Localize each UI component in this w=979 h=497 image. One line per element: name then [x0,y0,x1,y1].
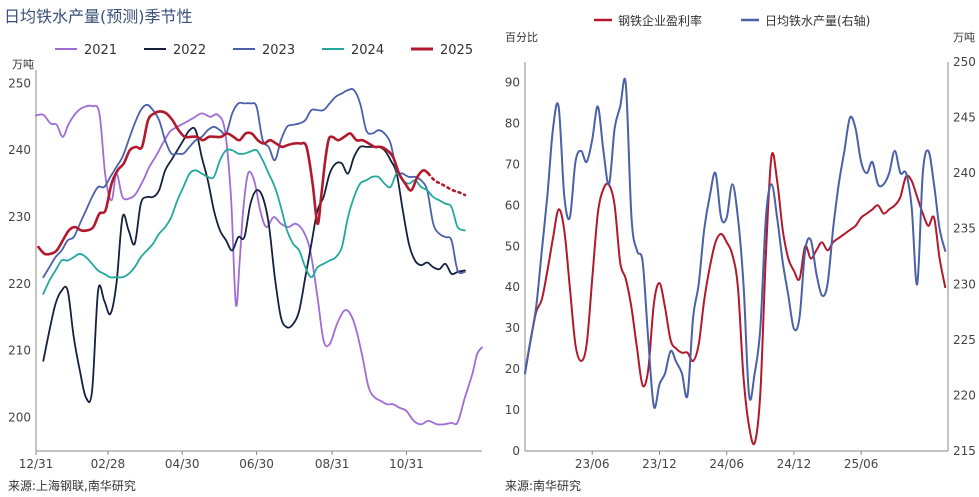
y-tick-label: 250 [8,76,31,90]
y-axis-right-unit: 万吨 [953,31,975,44]
legend-label-2025: 2025 [440,43,473,58]
y-tick-label: 210 [8,344,31,358]
y-left-tick-label: 80 [505,116,520,130]
legend-label-2024: 2024 [351,43,384,58]
series-line-hot-metal-output [524,77,947,409]
series-line-2021 [35,104,483,426]
left-source-note: 来源:上海钢联,南华研究 [8,479,136,493]
legend-label-2021: 2021 [84,43,117,58]
y-axis-unit: 万吨 [12,58,34,71]
left-chart: 万吨 200 210 220 230 240 250 12/31 02/28 04/30 06/30… [8,43,483,471]
legend-label-2022: 2022 [173,43,206,58]
series-line-2025-forecast [427,172,467,197]
x-tick-label: 06/30 [239,457,274,471]
x-tick-label: 02/28 [91,457,126,471]
y-left-tick-label: 60 [505,198,520,212]
y-right-tick-label: 220 [953,388,976,402]
x-tick-label: 23/06 [575,457,610,471]
y-left-tick-label: 90 [505,75,520,89]
y-tick-label: 240 [8,143,31,157]
series-line-profit-rate [524,152,947,446]
legend-label-profit-rate: 钢铁企业盈利率 [618,13,702,28]
y-right-tick-label: 250 [953,55,976,69]
y-right-tick-label: 225 [953,333,976,347]
y-right-tick-label: 245 [953,111,976,125]
x-tick-label: 04/30 [165,457,200,471]
series-line-2022 [42,126,466,404]
y-tick-label: 200 [8,411,31,425]
y-left-tick-label: 50 [505,239,520,253]
y-right-tick-label: 230 [953,277,976,291]
y-left-tick-label: 40 [505,280,520,294]
y-right-tick-label: 215 [953,444,976,458]
x-tick-label: 10/31 [389,457,424,471]
y-left-tick-label: 30 [505,321,520,335]
legend-label-hot-metal-output: 日均铁水产量(右轴) [765,13,870,28]
y-left-tick-label: 20 [505,362,520,376]
y-axis-left-unit: 百分比 [505,31,538,44]
right-chart: 百分比 万吨 0 10 20 30 40 50 60 70 80 90 215 220 225 230 235 2… [505,13,976,471]
x-tick-label: 25/06 [844,457,879,471]
y-left-tick-label: 10 [505,403,520,417]
series-line-2024 [42,148,466,295]
y-left-tick-label: 70 [505,157,520,171]
series-line-2025 [37,110,430,256]
right-source-note: 来源:南华研究 [505,479,582,493]
x-tick-label: 24/06 [709,457,744,471]
y-right-tick-label: 240 [953,166,976,180]
y-tick-label: 230 [8,210,31,224]
y-right-tick-label: 235 [953,222,976,236]
y-tick-label: 220 [8,277,31,291]
y-left-tick-label: 0 [512,444,520,458]
x-tick-label: 12/31 [19,457,54,471]
legend-label-2023: 2023 [262,43,295,58]
x-tick-label: 08/31 [315,457,350,471]
x-tick-label: 24/12 [777,457,812,471]
x-tick-label: 23/12 [642,457,677,471]
left-chart-title: 日均铁水产量(预测)季节性 [4,7,193,26]
